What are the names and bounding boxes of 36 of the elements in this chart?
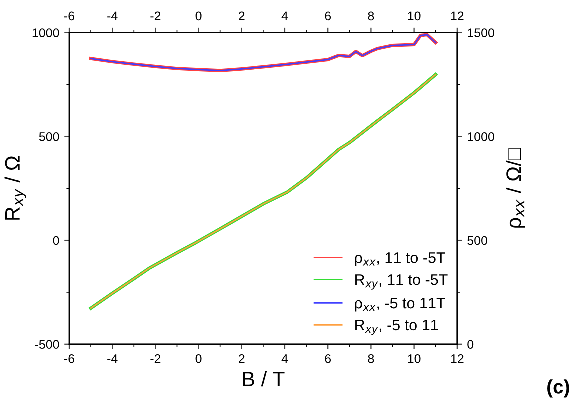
x2-tick-label: 0 [196,12,202,21]
text: (c) [548,380,570,398]
x-tick-label: 8 [368,354,374,364]
x2-tick-label: -6 [64,12,74,21]
x2-tick-label: 8 [368,12,374,21]
x-tick-label: 0 [196,354,202,364]
y-tick-label: 0 [53,236,60,246]
y-tick-label: 1000 [32,28,60,38]
x-tick-label: -6 [64,354,74,364]
x-tick-label: 4 [282,354,288,364]
x2-tick-label: 4 [282,12,288,20]
y-tick-label: -500 [35,340,60,350]
y2-tick-label: 0 [468,340,474,350]
y2-axis-title: ρ$_{xx}$ / Ω/□ [506,148,526,228]
x-axis-title: B / T [243,371,285,387]
x-tick-label: -2 [150,354,161,364]
legend-label: R$_{xy}$, 11 to -5T [356,274,448,290]
x2-tick-label: 12 [451,12,464,20]
x-tick-label: 10 [408,354,421,364]
x-tick-label: 6 [325,354,332,364]
x-tick-label: 12 [451,354,464,364]
y-axis-title: R$_{xy}$ / Ω [4,156,26,220]
y2-tick-label: 1500 [468,28,494,38]
x-tick-label: 2 [239,354,245,364]
x2-tick-label: 6 [325,12,332,21]
x2-tick-label: 2 [239,12,245,20]
legend-label: R$_{xy}$, -5 to 11 [356,320,438,336]
legend-label: ρ$_{xx}$, 11 to -5T [355,252,446,266]
x2-tick-label: -4 [108,12,118,20]
x-tick-label: -4 [108,354,118,364]
x2-tick-label: -2 [150,12,161,20]
y2-tick-label: 500 [468,236,488,246]
y2-tick-label: 1000 [468,132,494,142]
x2-tick-label: 10 [408,12,421,21]
legend-label: ρ$_{xx}$, -5 to 11T [355,298,446,312]
y-tick-label: 500 [39,132,60,142]
